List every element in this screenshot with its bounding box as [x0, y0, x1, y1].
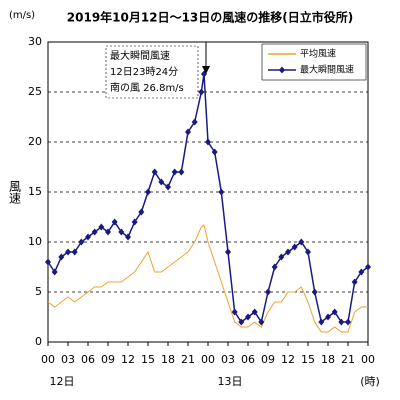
marker: [158, 178, 165, 186]
y-tick-label: 20: [28, 135, 42, 148]
marker: [205, 138, 211, 146]
y-label: 風速: [8, 180, 22, 204]
marker: [51, 268, 58, 276]
y-tick-label: 15: [28, 185, 42, 198]
x-tick-label: 18: [321, 353, 335, 366]
marker: [105, 228, 111, 236]
marker: [318, 318, 325, 326]
marker: [78, 238, 85, 246]
x-tick-label: 06: [241, 353, 255, 366]
marker: [258, 318, 265, 326]
marker: [211, 148, 218, 156]
marker: [131, 218, 138, 226]
annotation-box: [105, 45, 199, 99]
x-tick-label: 00: [361, 353, 375, 366]
marker: [98, 223, 105, 231]
legend-label: 平均風速: [300, 48, 336, 60]
marker: [278, 253, 285, 261]
marker: [45, 258, 51, 266]
y-tick-label: 30: [28, 35, 42, 48]
x-tick-label: 03: [61, 353, 75, 366]
marker: [271, 263, 278, 271]
x-tick-label: 03: [221, 353, 235, 366]
plot-frame: [47, 41, 369, 343]
marker: [125, 233, 131, 241]
marker: [191, 118, 198, 126]
x-tick-label: 21: [181, 353, 195, 366]
y-tick-label: 25: [28, 85, 42, 98]
marker: [218, 188, 225, 196]
annotation-arrowhead: [202, 66, 210, 74]
marker: [171, 168, 178, 176]
marker: [85, 233, 91, 241]
x-tick-label: 09: [101, 353, 115, 366]
marker: [245, 313, 251, 321]
x-tick-label: 09: [261, 353, 275, 366]
marker: [145, 188, 151, 196]
marker: [71, 248, 78, 256]
marker: [58, 253, 65, 261]
marker: [118, 228, 125, 236]
x-tick-label: 21: [341, 353, 355, 366]
marker: [331, 308, 338, 316]
marker: [365, 263, 371, 271]
marker: [351, 278, 358, 286]
y-tick-label: 5: [35, 285, 42, 298]
marker: [305, 248, 311, 256]
x-tick-label: 15: [301, 353, 315, 366]
x-tick-label: 15: [141, 353, 155, 366]
x-tick-label: 06: [81, 353, 95, 366]
x-tick-label: 12: [121, 353, 135, 366]
day-label: 12日: [50, 375, 75, 388]
marker: [251, 308, 258, 316]
y-unit: (m/s): [9, 10, 35, 21]
marker: [178, 168, 185, 176]
marker: [338, 318, 345, 326]
x-tick-label: 00: [201, 353, 215, 366]
marker: [311, 288, 318, 296]
annotation-text: 南の風 26.8m/s: [110, 81, 184, 94]
marker: [345, 318, 351, 326]
series-line: [47, 224, 368, 333]
marker: [231, 308, 238, 316]
marker: [225, 248, 231, 256]
marker: [138, 208, 145, 216]
x-tick-label: 00: [41, 353, 55, 366]
marker: [91, 228, 98, 236]
marker: [238, 318, 245, 326]
y-tick-label: 0: [35, 335, 42, 348]
x-label: (時): [360, 375, 380, 388]
marker: [291, 243, 298, 251]
x-tick-label: 12: [281, 353, 295, 366]
marker: [298, 238, 305, 246]
marker: [285, 248, 291, 256]
marker: [325, 313, 331, 321]
series-line: [47, 73, 369, 324]
marker: [185, 128, 191, 136]
marker: [165, 183, 171, 191]
annotation-text: 最大瞬間風速: [110, 49, 170, 62]
marker: [151, 168, 158, 176]
marker: [111, 218, 118, 226]
marker: [198, 88, 205, 96]
y-tick-label: 10: [28, 235, 42, 248]
legend-label: 最大瞬間風速: [300, 64, 354, 76]
day-label: 13日: [218, 375, 243, 388]
marker: [358, 268, 365, 276]
annotation-text: 12日23時24分: [110, 66, 178, 78]
chart-title: 2019年10月12日～13日の風速の推移(日立市役所): [67, 10, 353, 25]
x-tick-label: 18: [161, 353, 175, 366]
legend-marker: [279, 66, 285, 74]
legend-box: [261, 43, 367, 81]
marker: [265, 288, 271, 296]
marker: [65, 248, 71, 256]
